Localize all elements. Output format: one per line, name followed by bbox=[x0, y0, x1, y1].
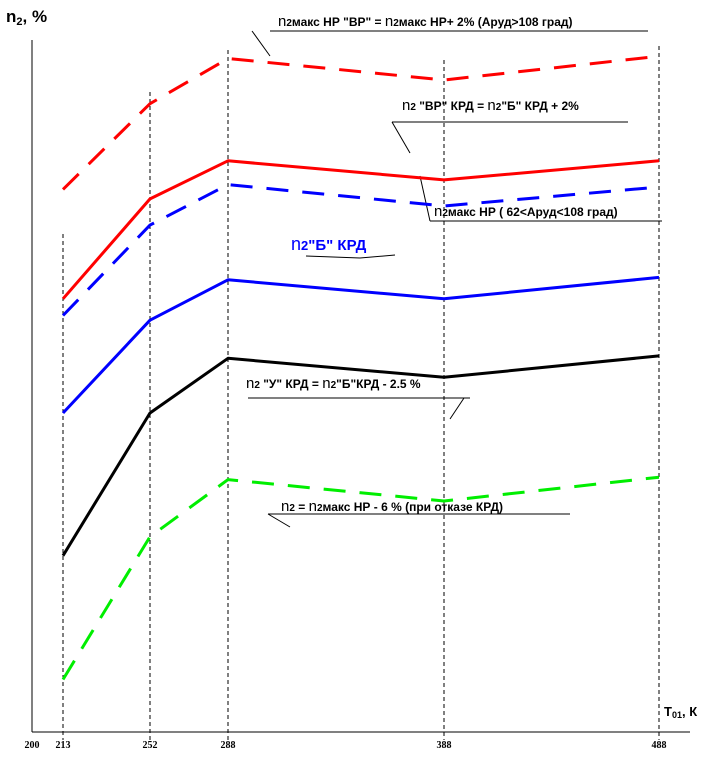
x-axis-label: Т01, К bbox=[664, 704, 697, 720]
x-tick-213: 213 bbox=[56, 740, 71, 751]
series-line-2 bbox=[61, 159, 660, 300]
label-leader-3 bbox=[419, 175, 431, 222]
x-tick-488: 488 bbox=[652, 740, 667, 751]
x-tick-388: 388 bbox=[437, 740, 452, 751]
series-label-1: n2макс НР "ВР" = n2макс НР+ 2% (Аруд>108… bbox=[278, 13, 573, 30]
series-line-4 bbox=[61, 275, 660, 415]
x-tick-200: 200 bbox=[25, 740, 40, 751]
series-label-5: n2 "У" КРД = n2"Б"КРД - 2.5 % bbox=[246, 375, 421, 392]
series-label-3: n2макс НР ( 62<Аруд<108 град) bbox=[434, 203, 618, 220]
label-underline-4 bbox=[305, 255, 361, 259]
series-lines bbox=[61, 54, 660, 681]
x-tick-252: 252 bbox=[143, 740, 158, 751]
series-labels: n2макс НР "ВР" = n2макс НР+ 2% (Аруд>108… bbox=[246, 13, 618, 515]
label-leader-1 bbox=[251, 30, 271, 57]
series-line-3 bbox=[61, 183, 660, 317]
series-label-6: n2 = n2макс НР - 6 % (при отказе КРД) bbox=[281, 498, 503, 515]
label-leader-6 bbox=[267, 513, 291, 528]
label-leader-4 bbox=[359, 254, 396, 259]
label-leader-2 bbox=[391, 121, 411, 154]
label-leader-5 bbox=[449, 397, 465, 420]
grid-lines bbox=[62, 46, 660, 740]
x-tick-288: 288 bbox=[221, 740, 236, 751]
label-leaders bbox=[248, 30, 662, 528]
series-line-1 bbox=[61, 54, 660, 191]
series-label-2: n2 "ВР" КРД = n2"Б" КРД + 2% bbox=[402, 97, 579, 114]
x-tick-labels: 200 213 252 288 388 488 bbox=[25, 740, 667, 751]
y-axis-label: n2, % bbox=[6, 7, 47, 28]
series-label-4: n2"Б" КРД bbox=[291, 234, 367, 254]
series-line-5 bbox=[61, 354, 660, 557]
series-line-6 bbox=[61, 475, 660, 681]
